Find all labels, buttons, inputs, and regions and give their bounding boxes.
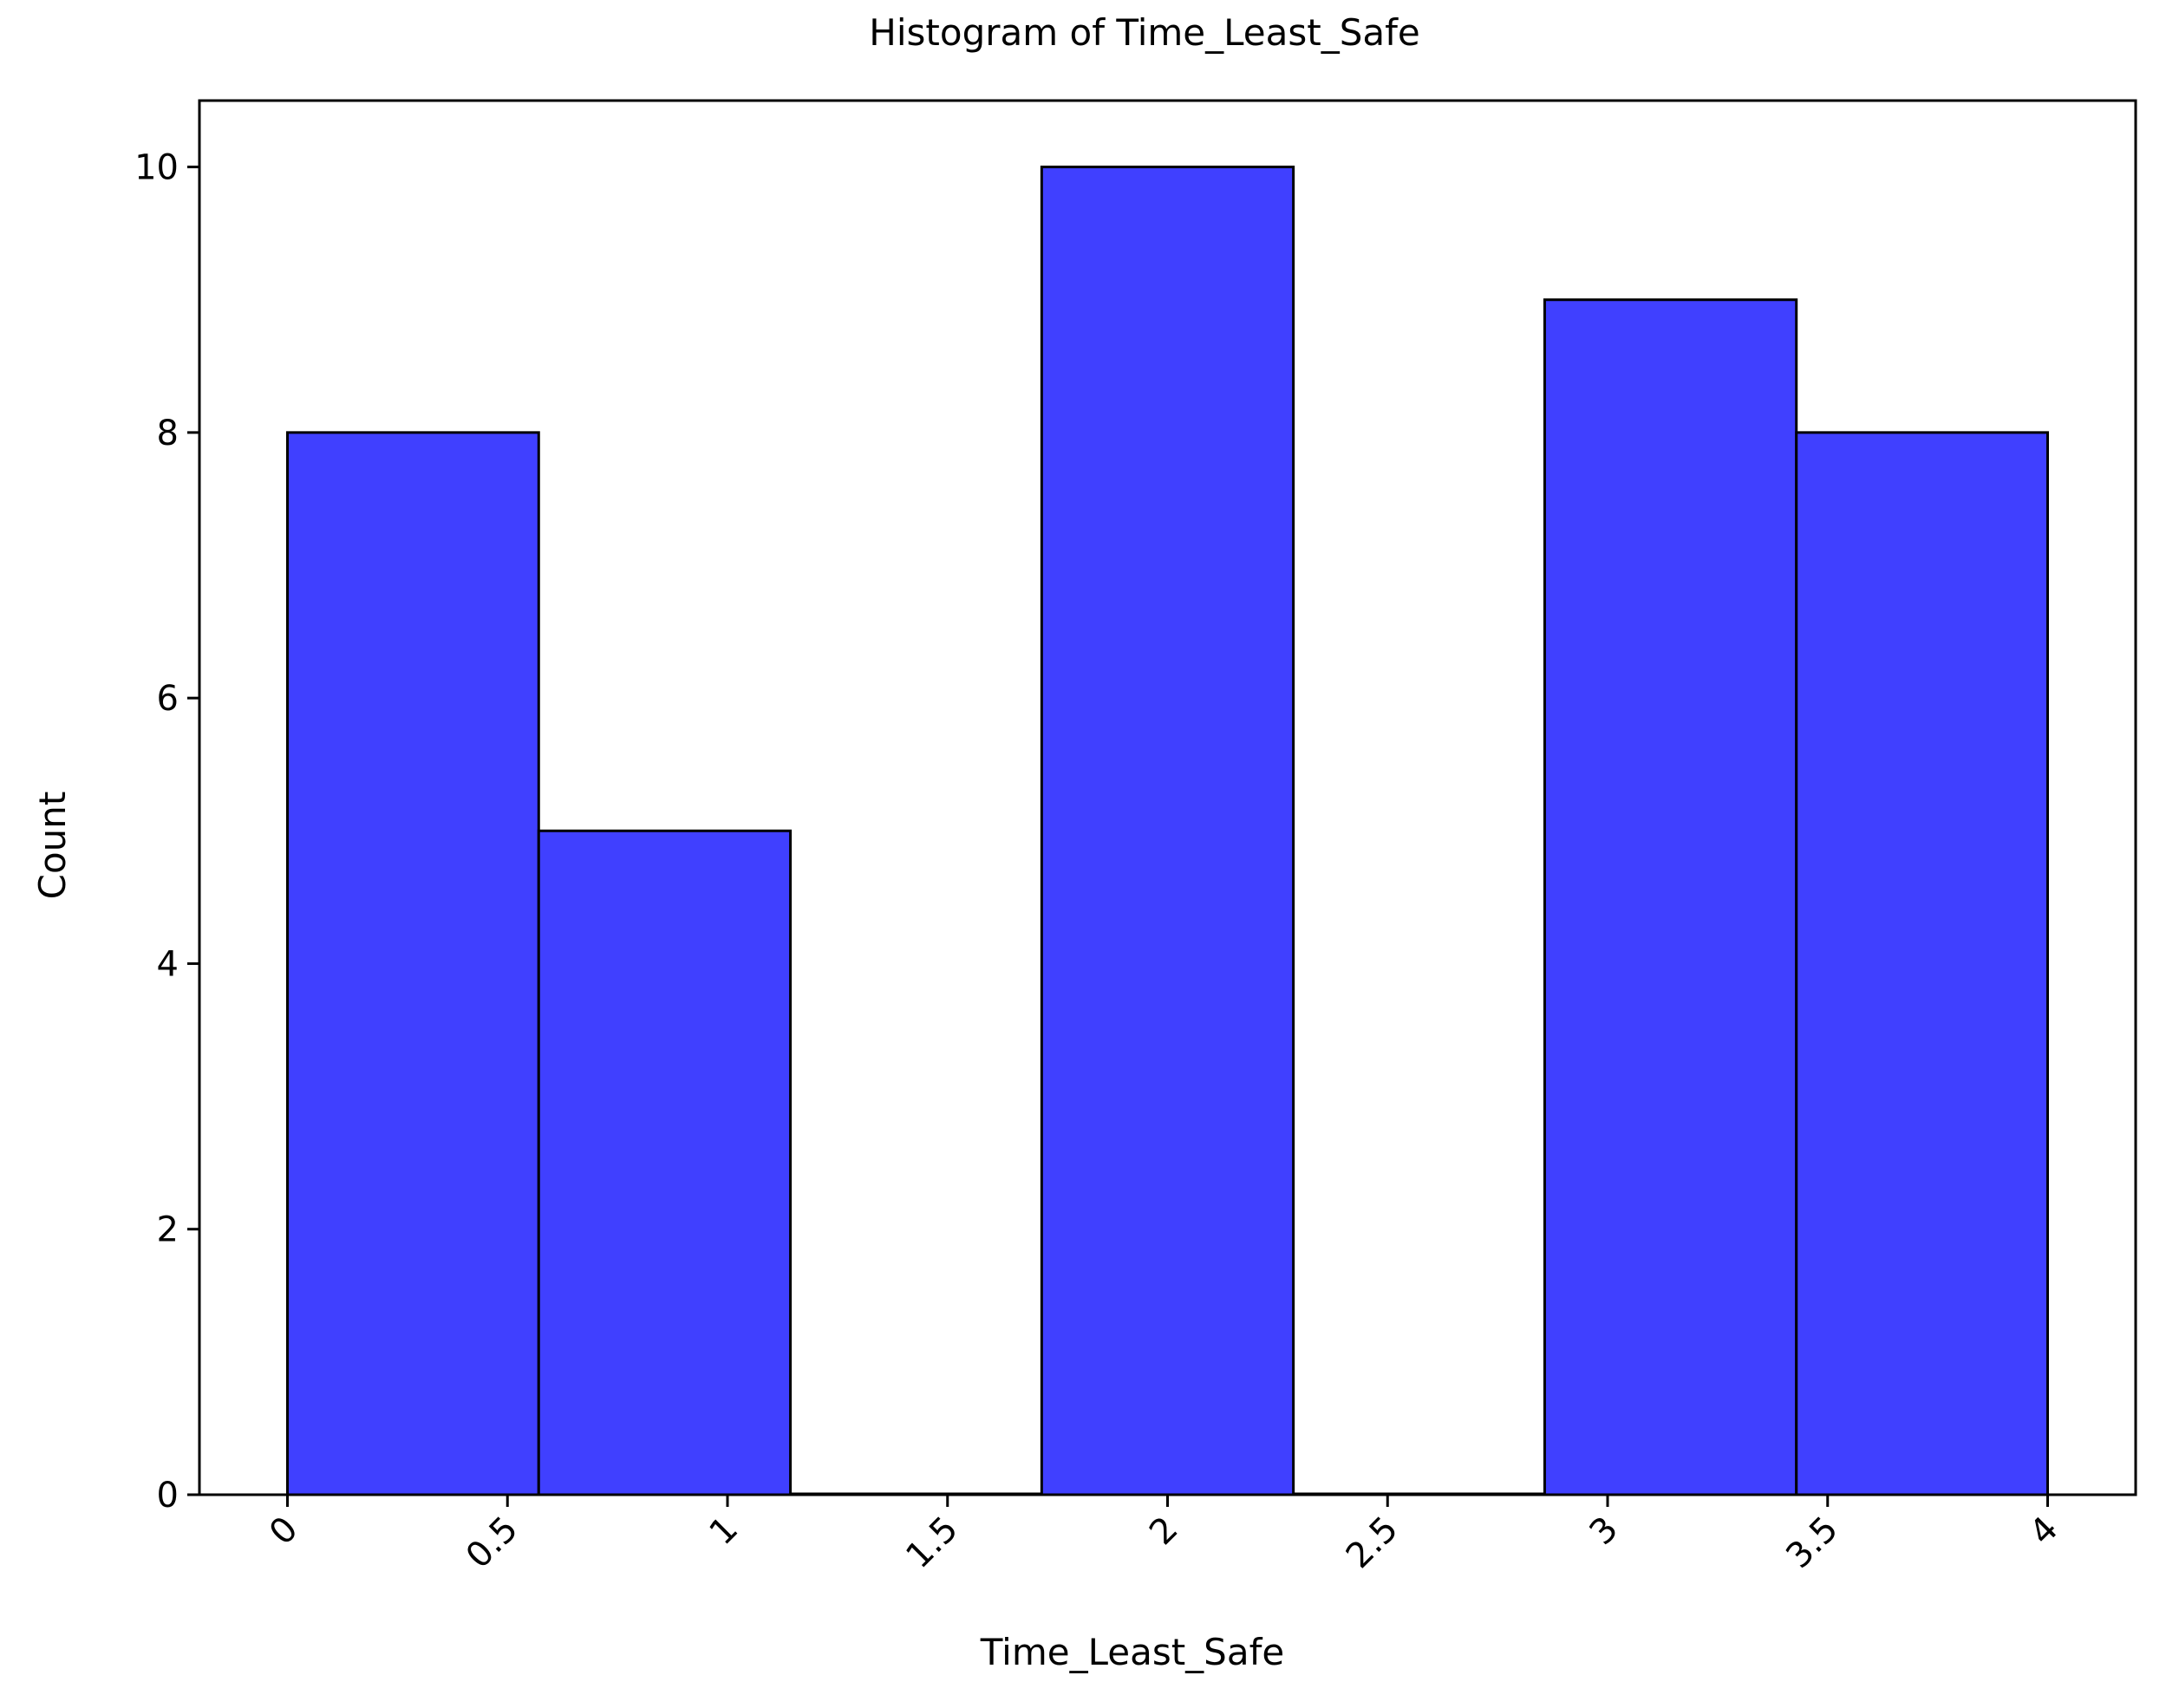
chart-title: Histogram of Time_Least_Safe bbox=[869, 11, 1419, 54]
x-tick-label: 0.5 bbox=[459, 1509, 526, 1577]
y-tick-label: 10 bbox=[134, 148, 179, 188]
x-axis: 0 0.5 1 1.5 2 2.5 3 3.5 4 bbox=[262, 1495, 2066, 1576]
y-axis-label: Count bbox=[31, 792, 74, 900]
x-tick-label: 1.5 bbox=[898, 1509, 966, 1577]
y-tick-label: 0 bbox=[157, 1476, 179, 1516]
plot-area bbox=[198, 99, 2137, 1496]
x-tick-label: 0 bbox=[262, 1509, 306, 1554]
histogram-bar-0 bbox=[286, 431, 540, 1496]
y-tick-label: 6 bbox=[157, 679, 179, 719]
x-tick-label: 2.5 bbox=[1339, 1509, 1406, 1577]
x-tick-label: 3 bbox=[1582, 1509, 1627, 1554]
x-tick-label: 3.5 bbox=[1778, 1509, 1846, 1577]
x-tick-label: 2 bbox=[1142, 1509, 1186, 1554]
histogram-bar-6 bbox=[1795, 431, 2050, 1496]
x-axis-label: Time_Least_Safe bbox=[980, 1631, 1284, 1673]
histogram-bar-5 bbox=[1543, 298, 1798, 1496]
histogram-bar-3 bbox=[1040, 166, 1295, 1496]
y-tick-label: 4 bbox=[157, 944, 179, 984]
y-tick-label: 2 bbox=[157, 1210, 179, 1250]
x-tick-label: 1 bbox=[702, 1509, 747, 1554]
x-tick-label: 4 bbox=[2022, 1509, 2066, 1554]
y-axis: 0 2 4 6 8 10 bbox=[134, 148, 199, 1516]
bars-group bbox=[286, 166, 2050, 1496]
histogram-bar-1 bbox=[537, 829, 793, 1496]
y-tick-label: 8 bbox=[157, 414, 179, 453]
